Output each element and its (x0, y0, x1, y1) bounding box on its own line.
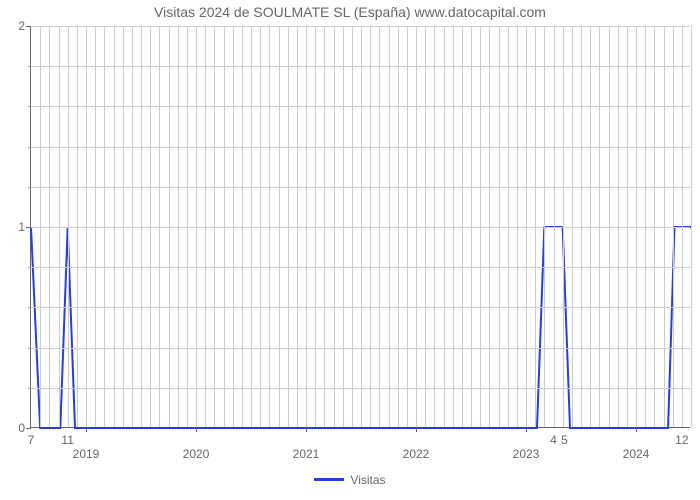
xtick-year-label: 2020 (183, 427, 210, 461)
ytick-label: 1 (18, 220, 31, 234)
xtick-year-label: 2022 (403, 427, 430, 461)
legend-label: Visitas (350, 473, 385, 487)
xtick-month-label: 11 (61, 427, 73, 447)
gridline-horizontal (31, 106, 690, 107)
yminor-mark (28, 267, 31, 268)
gridline-horizontal (31, 66, 690, 67)
gridline-horizontal (31, 147, 690, 148)
xtick-year-label: 2021 (293, 427, 320, 461)
xtick-month-label: 7 (28, 427, 35, 447)
gridline-horizontal (31, 227, 690, 228)
xtick-year-label: 2024 (623, 427, 650, 461)
gridline-horizontal (31, 388, 690, 389)
xtick-month-label: 4 (550, 427, 557, 447)
gridline-horizontal (31, 187, 690, 188)
yminor-mark (28, 147, 31, 148)
xtick-month-label: 5 (561, 427, 568, 447)
gridline-vertical (691, 26, 692, 427)
yminor-mark (28, 307, 31, 308)
gridline-horizontal (31, 348, 690, 349)
legend-swatch (314, 478, 344, 481)
yminor-mark (28, 388, 31, 389)
legend-item-visitas: Visitas (314, 473, 385, 487)
ytick-label: 2 (18, 19, 31, 33)
xtick-month-label: 12 (675, 427, 688, 447)
yminor-mark (28, 187, 31, 188)
chart-title: Visitas 2024 de SOULMATE SL (España) www… (0, 4, 700, 20)
xtick-year-label: 2019 (73, 427, 100, 461)
xtick-year-label: 2023 (513, 427, 540, 461)
legend: Visitas (0, 470, 700, 487)
visits-chart: Visitas 2024 de SOULMATE SL (España) www… (0, 0, 700, 500)
plot-area: 0122019202020212022202320247114512 (30, 26, 690, 428)
gridline-horizontal (31, 267, 690, 268)
gridline-horizontal (31, 307, 690, 308)
yminor-mark (28, 66, 31, 67)
yminor-mark (28, 106, 31, 107)
gridline-horizontal (31, 26, 690, 27)
yminor-mark (28, 348, 31, 349)
